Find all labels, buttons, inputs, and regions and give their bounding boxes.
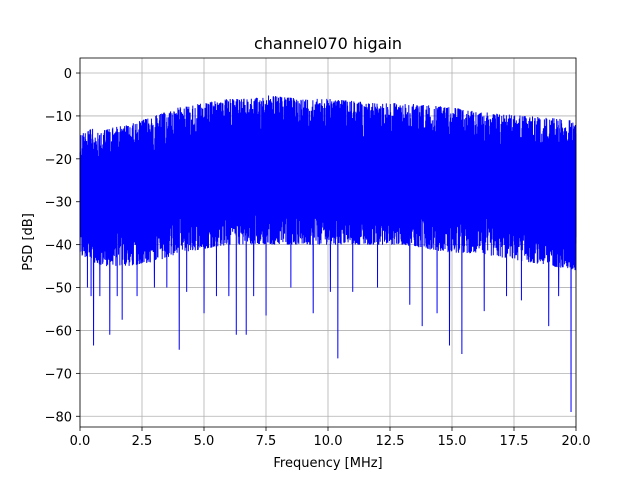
x-tick-label: 5.0	[194, 434, 215, 449]
series-layer	[79, 95, 577, 412]
y-axis-label: PSD [dB]	[21, 213, 36, 271]
y-tick-label: −70	[45, 367, 72, 382]
y-tick-label: −40	[45, 239, 72, 254]
x-tick-label: 0.0	[70, 434, 91, 449]
y-tick-label: −30	[45, 196, 72, 211]
x-tick-label: 15.0	[438, 434, 467, 449]
y-tick-label: −60	[45, 324, 72, 339]
y-tick-label: −10	[45, 110, 72, 125]
psd-series-line	[79, 95, 577, 412]
x-tick-label: 12.5	[376, 434, 405, 449]
x-tick-label: 2.5	[132, 434, 153, 449]
x-tick-label: 7.5	[256, 434, 277, 449]
y-tick-label: −80	[45, 410, 72, 425]
y-tick-label: −50	[45, 282, 72, 297]
x-tick-label: 10.0	[314, 434, 343, 449]
x-axis: 0.0 2.5 5.0 7.5 10.0 12.5 15.0 17.5 20.0	[70, 427, 591, 449]
x-tick-label: 20.0	[562, 434, 591, 449]
x-tick-label: 17.5	[500, 434, 529, 449]
y-tick-label: 0	[64, 67, 72, 82]
y-axis: 0 −10 −20 −30 −40 −50 −60 −70 −80	[45, 67, 80, 425]
chart-title: channel070 higain	[254, 34, 402, 53]
x-axis-label: Frequency [MHz]	[273, 456, 382, 471]
y-tick-label: −20	[45, 153, 72, 168]
